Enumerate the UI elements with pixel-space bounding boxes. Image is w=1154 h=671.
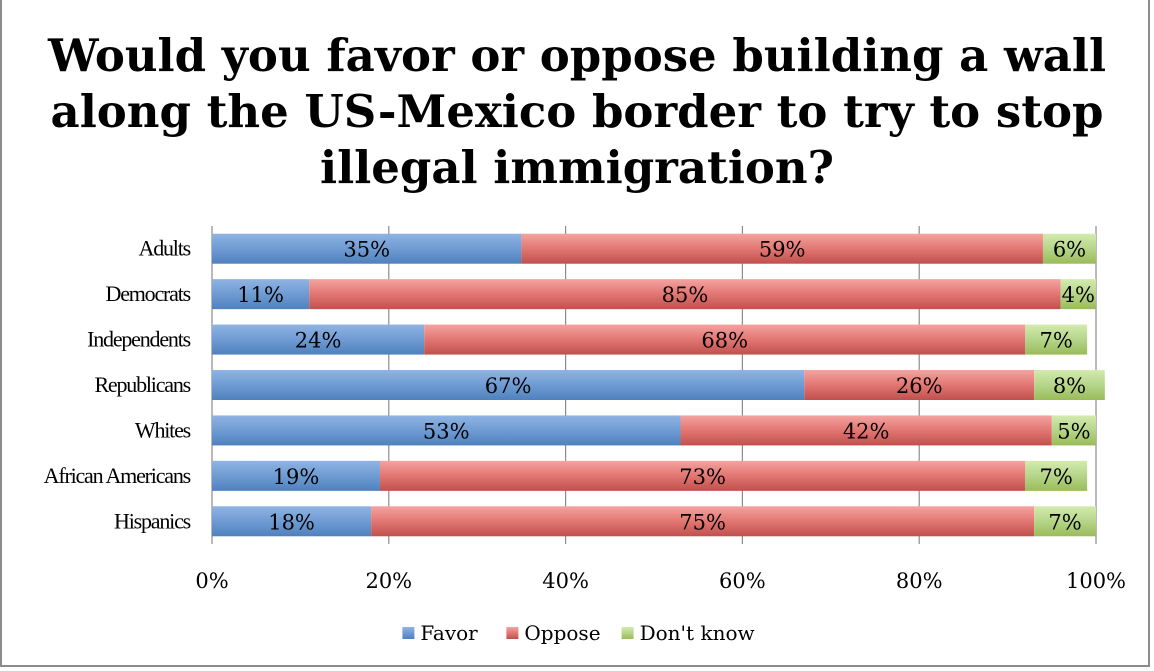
data-label: 53% <box>423 419 470 443</box>
data-label: 6% <box>1053 238 1086 262</box>
data-label: 26% <box>896 374 943 398</box>
bar-favor <box>212 324 425 355</box>
data-label: 75% <box>679 510 726 534</box>
legend-swatch-favor <box>402 627 415 639</box>
data-label: 59% <box>759 238 806 262</box>
bar-don-t-know <box>1025 324 1088 355</box>
bar-don-t-know <box>1042 233 1096 264</box>
data-label: 7% <box>1040 465 1073 489</box>
category-label: Whites <box>135 417 191 442</box>
bar-don-t-know <box>1034 506 1096 537</box>
legend-label: Oppose <box>524 621 600 645</box>
x-tick-label: 80% <box>896 569 943 593</box>
bar-oppose <box>424 324 1026 355</box>
bar-oppose <box>804 370 1035 400</box>
bar-favor <box>212 415 681 446</box>
bar-oppose <box>309 279 1061 310</box>
x-tick-label: 40% <box>542 569 589 593</box>
data-label: 42% <box>843 419 890 443</box>
bar-favor <box>212 460 380 491</box>
data-label: 35% <box>343 238 390 262</box>
bar-don-t-know <box>1051 415 1096 446</box>
data-label: 18% <box>268 510 315 534</box>
bar-don-t-know <box>1034 370 1105 400</box>
category-label: Hispanics <box>114 508 191 533</box>
data-label: 5% <box>1057 419 1090 443</box>
category-label: African Americans <box>44 463 191 488</box>
data-label: 8% <box>1053 374 1086 398</box>
chart-title: Would you favor or oppose building a wal… <box>47 29 1107 194</box>
bar-oppose <box>379 460 1026 491</box>
category-label: Independents <box>87 327 191 352</box>
data-label: 4% <box>1062 283 1095 307</box>
legend-label: Don't know <box>640 621 755 645</box>
bar-favor <box>212 233 522 264</box>
bar-favor <box>212 506 372 537</box>
x-tick-label: 20% <box>365 569 412 593</box>
data-label: 11% <box>237 283 284 307</box>
legend-swatch-oppose <box>506 627 519 639</box>
bar-don-t-know <box>1060 279 1096 310</box>
category-label: Democrats <box>106 281 191 306</box>
bar-favor <box>212 279 310 310</box>
category-label: Republicans <box>94 372 190 397</box>
legend-swatch-don-t-know <box>621 627 634 639</box>
bar-don-t-know <box>1025 460 1088 491</box>
x-tick-label: 60% <box>719 569 766 593</box>
data-label: 73% <box>679 465 726 489</box>
bar-oppose <box>680 415 1052 446</box>
data-label: 19% <box>273 465 320 489</box>
x-tick-label: 0% <box>195 569 228 593</box>
data-label: 67% <box>485 374 532 398</box>
bar-oppose <box>521 233 1043 264</box>
bar-oppose <box>371 506 1035 537</box>
legend-label: Favor <box>420 621 478 645</box>
x-tick-label: 100% <box>1066 569 1126 593</box>
bar-favor <box>212 370 805 400</box>
data-label: 24% <box>295 329 342 353</box>
data-label: 68% <box>701 329 748 353</box>
category-label: Adults <box>139 236 191 261</box>
data-label: 7% <box>1048 510 1081 534</box>
data-label: 85% <box>662 283 709 307</box>
data-label: 7% <box>1040 329 1073 353</box>
